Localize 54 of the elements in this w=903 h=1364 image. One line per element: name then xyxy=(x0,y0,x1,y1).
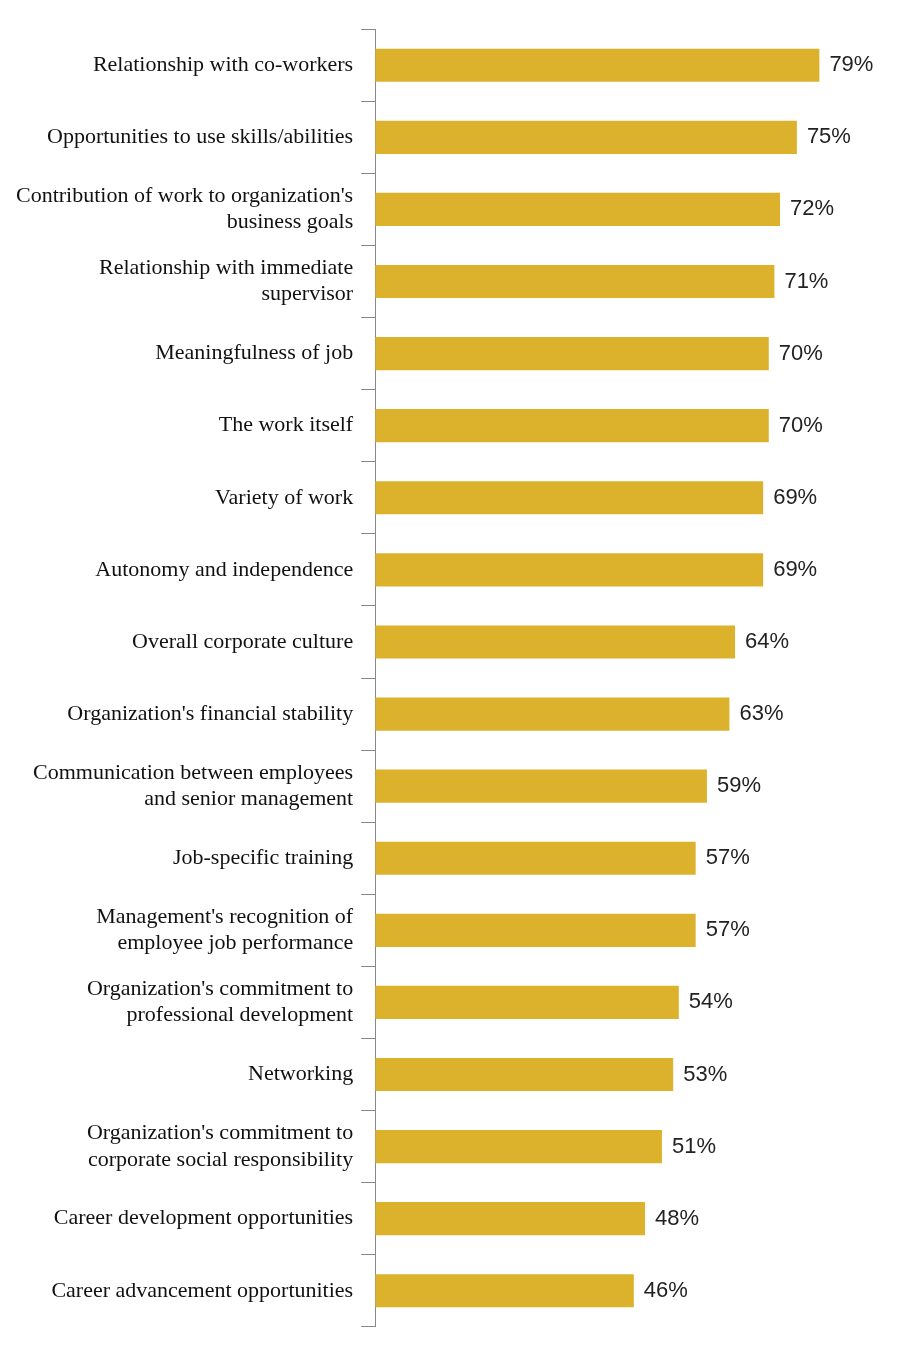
y-tick-label: Relationship with immediate supervisor xyxy=(99,254,354,306)
y-tick-label: Organization's commitment to professional development xyxy=(86,974,354,1027)
bar xyxy=(375,264,775,299)
bar xyxy=(375,697,730,731)
data-label: 57% xyxy=(705,916,750,942)
y-tick-label: Overall corporate culture xyxy=(132,627,354,653)
y-tick-label: Opportunities to use skills/abilities xyxy=(47,123,354,149)
y-tick-label: Communication between employees and senior management xyxy=(33,758,354,811)
bar xyxy=(375,985,679,1019)
bar xyxy=(375,1130,662,1164)
y-tick-label: Job-specific training xyxy=(172,844,354,869)
data-label: 63% xyxy=(739,700,784,726)
data-label: 46% xyxy=(643,1276,688,1302)
bar xyxy=(375,913,696,947)
data-label: 79% xyxy=(829,51,874,77)
y-tick-label: Career development opportunities xyxy=(53,1204,354,1230)
data-label: 69% xyxy=(773,555,818,581)
data-label: 75% xyxy=(806,123,851,149)
y-tick-label: Career advancement opportunities xyxy=(51,1276,354,1302)
data-label: 54% xyxy=(688,988,733,1014)
y-tick-label: The work itself xyxy=(218,411,354,437)
bar xyxy=(375,625,736,659)
data-label: 70% xyxy=(778,339,823,365)
y-tick-label: Variety of work xyxy=(215,483,354,509)
data-label: 70% xyxy=(778,411,823,437)
bar xyxy=(375,769,707,803)
y-tick-label: Networking xyxy=(248,1060,354,1086)
data-label: 57% xyxy=(705,844,750,870)
data-label: 51% xyxy=(671,1132,716,1158)
y-tick-label: Organization's financial stability xyxy=(67,699,354,725)
bar xyxy=(375,841,696,875)
bar xyxy=(375,481,764,515)
data-label: 59% xyxy=(716,772,761,798)
data-label: 72% xyxy=(790,195,835,221)
bar xyxy=(375,1202,646,1236)
bar xyxy=(375,48,820,82)
bar xyxy=(375,1057,674,1092)
y-tick-label: Organization's commitment to corporate social responsibility xyxy=(86,1119,354,1171)
data-label: 53% xyxy=(683,1060,728,1086)
data-label: 69% xyxy=(773,483,818,509)
y-tick-label: Relationship with co-workers xyxy=(92,51,354,77)
bar xyxy=(375,553,764,587)
y-tick-label: Autonomy and independence xyxy=(95,555,354,581)
bar xyxy=(375,192,781,226)
y-tick-label: Management's recognition of employee job performance xyxy=(96,902,354,955)
data-label: 64% xyxy=(745,628,790,654)
data-label: 71% xyxy=(784,267,829,293)
bar xyxy=(375,337,769,371)
bar xyxy=(375,1274,634,1308)
bar xyxy=(375,409,769,443)
y-tick-label: Contribution of work to organization's business goals xyxy=(16,182,354,234)
y-tick-label: Meaningfulness of job xyxy=(155,339,354,365)
bar xyxy=(375,120,797,154)
data-label: 48% xyxy=(655,1204,700,1230)
